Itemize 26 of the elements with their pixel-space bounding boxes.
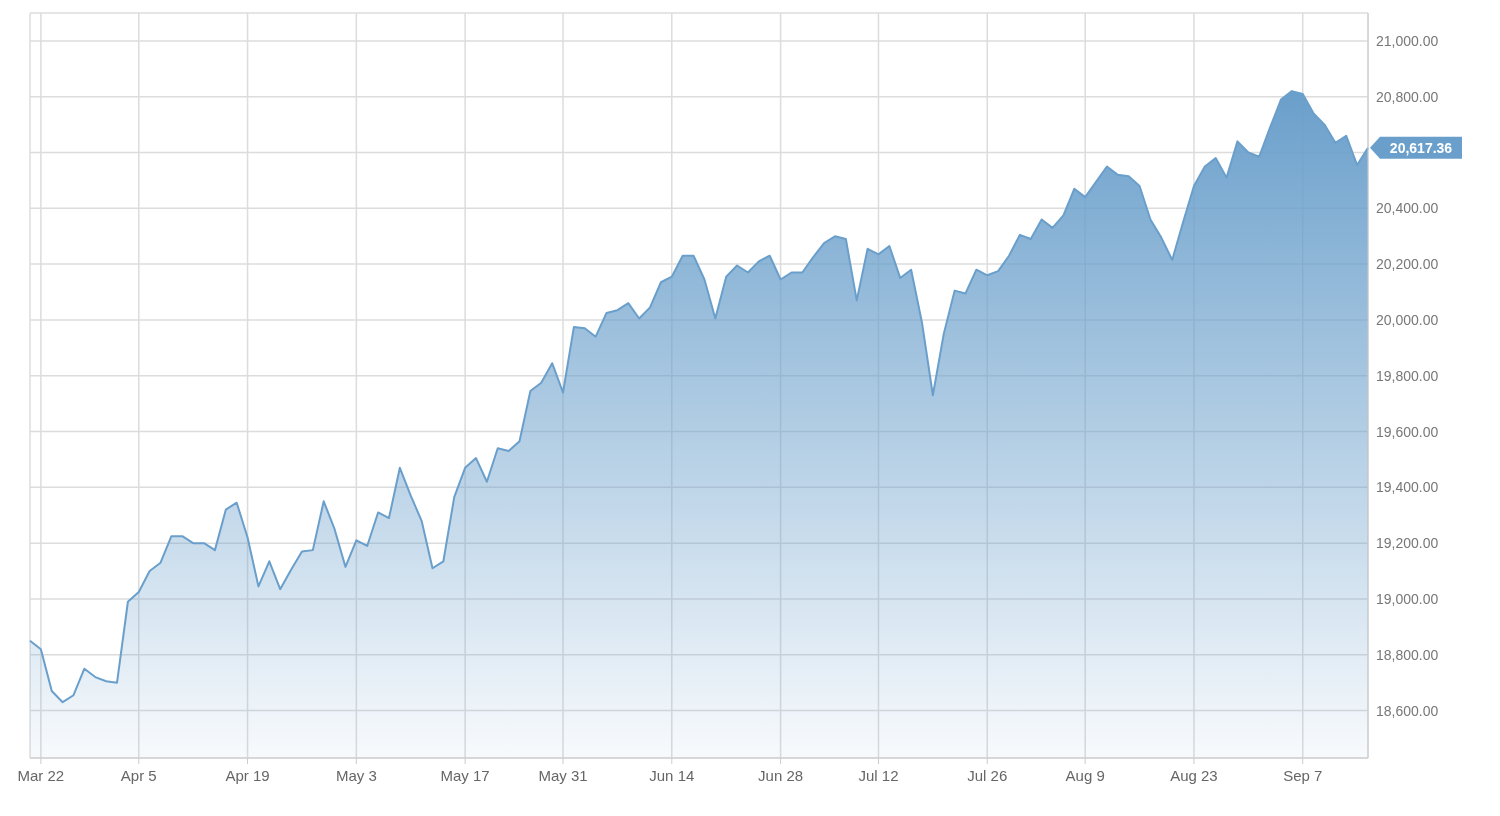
x-tick-label: Sep 7 [1283,766,1323,784]
y-tick-label: 20,000.00 [1376,311,1439,328]
x-tick-label: Mar 22 [17,766,65,784]
x-tick-label: Aug 9 [1065,766,1105,784]
x-tick-label: Jul 12 [858,766,899,784]
y-tick-label: 20,200.00 [1376,256,1439,273]
x-tick-label: Jul 26 [967,766,1008,784]
x-tick-label: Jun 28 [758,766,804,784]
y-tick-label: 19,400.00 [1376,479,1439,496]
x-tick-label: Aug 23 [1170,766,1218,784]
y-tick-label: 18,800.00 [1376,646,1439,663]
x-tick-label: Apr 5 [120,766,157,784]
x-tick-label: May 31 [538,766,588,784]
y-tick-label: 19,600.00 [1376,423,1439,440]
y-tick-label: 20,800.00 [1376,88,1439,105]
y-tick-label: 19,800.00 [1376,367,1439,384]
x-tick-label: Apr 19 [225,766,270,784]
y-tick-label: 20,400.00 [1376,200,1439,217]
y-tick-label: 19,000.00 [1376,590,1439,607]
y-tick-label: 18,600.00 [1376,702,1439,719]
x-tick-label: May 3 [335,766,377,784]
y-tick-label: 21,000.00 [1376,32,1439,49]
y-tick-label: 19,200.00 [1376,535,1439,552]
text: 20,617.36 [1389,139,1453,156]
x-tick-label: Jun 14 [649,766,695,784]
x-tick-label: May 17 [440,766,490,784]
